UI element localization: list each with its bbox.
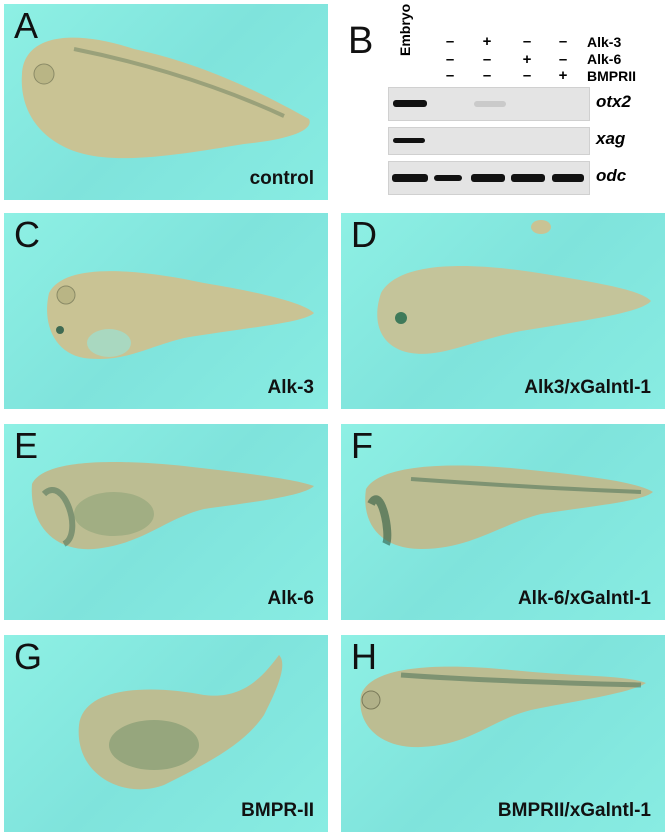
band	[392, 174, 428, 182]
panel-label: E	[14, 425, 39, 466]
band	[511, 174, 545, 182]
panel-label: H	[351, 636, 377, 677]
sign: +	[558, 67, 568, 84]
gel-strip-odc	[388, 161, 590, 195]
panel-caption: Alk-3	[267, 377, 314, 398]
panel-label: A	[14, 5, 39, 46]
sign: –	[522, 33, 532, 50]
gel-strip-otx2	[388, 87, 590, 121]
panel-caption: control	[249, 168, 314, 189]
panel-caption: BMPR-II	[241, 800, 314, 821]
band	[393, 100, 427, 107]
condition-label: Alk-6	[587, 51, 622, 67]
embryo-image	[365, 465, 653, 549]
panel-label: G	[14, 636, 43, 677]
embryo-image	[21, 37, 310, 159]
gel-strip-xag	[388, 127, 590, 155]
panel-label: C	[14, 214, 40, 255]
condition-label: BMPRII	[587, 68, 636, 84]
panel-c: C Alk-3	[4, 213, 328, 409]
embryo-image	[360, 666, 646, 748]
embryo-image	[47, 271, 315, 359]
panel-caption: Alk3/xGalntl-1	[524, 377, 651, 398]
panel-a: A control	[4, 4, 328, 200]
panel-label: B	[348, 20, 374, 62]
panel-e: E Alk-6	[4, 424, 328, 620]
band	[474, 101, 506, 107]
embryo-image	[31, 461, 314, 550]
gene-label: odc	[596, 166, 627, 185]
panel-label: D	[351, 214, 377, 255]
sign: –	[482, 51, 492, 68]
sign: –	[558, 51, 568, 68]
panel-caption: Alk-6/xGalntl-1	[517, 588, 651, 609]
band	[471, 174, 505, 182]
embryo-image	[377, 220, 651, 354]
condition-label: Alk-3	[587, 34, 622, 50]
panel-d: D Alk3/xGalntl-1	[341, 213, 665, 409]
sign: +	[522, 51, 532, 68]
sign: –	[445, 51, 455, 68]
band	[434, 175, 462, 181]
panel-g: G BMPR-II	[4, 635, 328, 832]
sign: +	[482, 33, 492, 50]
panel-caption: Alk-6	[267, 588, 314, 609]
gene-label: xag	[596, 129, 626, 148]
panel-caption: BMPRII/xGalntl-1	[497, 800, 651, 821]
lane-header-embryo: Embryo	[397, 3, 413, 56]
band	[393, 138, 425, 143]
panel-h: H BMPRII/xGalntl-1	[341, 635, 665, 832]
panel-label: F	[351, 425, 373, 466]
sign: –	[522, 67, 532, 84]
sign: –	[558, 33, 568, 50]
sign: –	[445, 67, 455, 84]
panel-b-gel: B Embryo – + – – Alk-3 – – + – Alk-6 – –…	[340, 0, 669, 205]
band	[552, 174, 584, 182]
panel-f: F Alk-6/xGalntl-1	[341, 424, 665, 620]
sign: –	[445, 33, 455, 50]
embryo-image	[78, 655, 283, 790]
sign: –	[482, 67, 492, 84]
gene-label: otx2	[596, 92, 631, 111]
